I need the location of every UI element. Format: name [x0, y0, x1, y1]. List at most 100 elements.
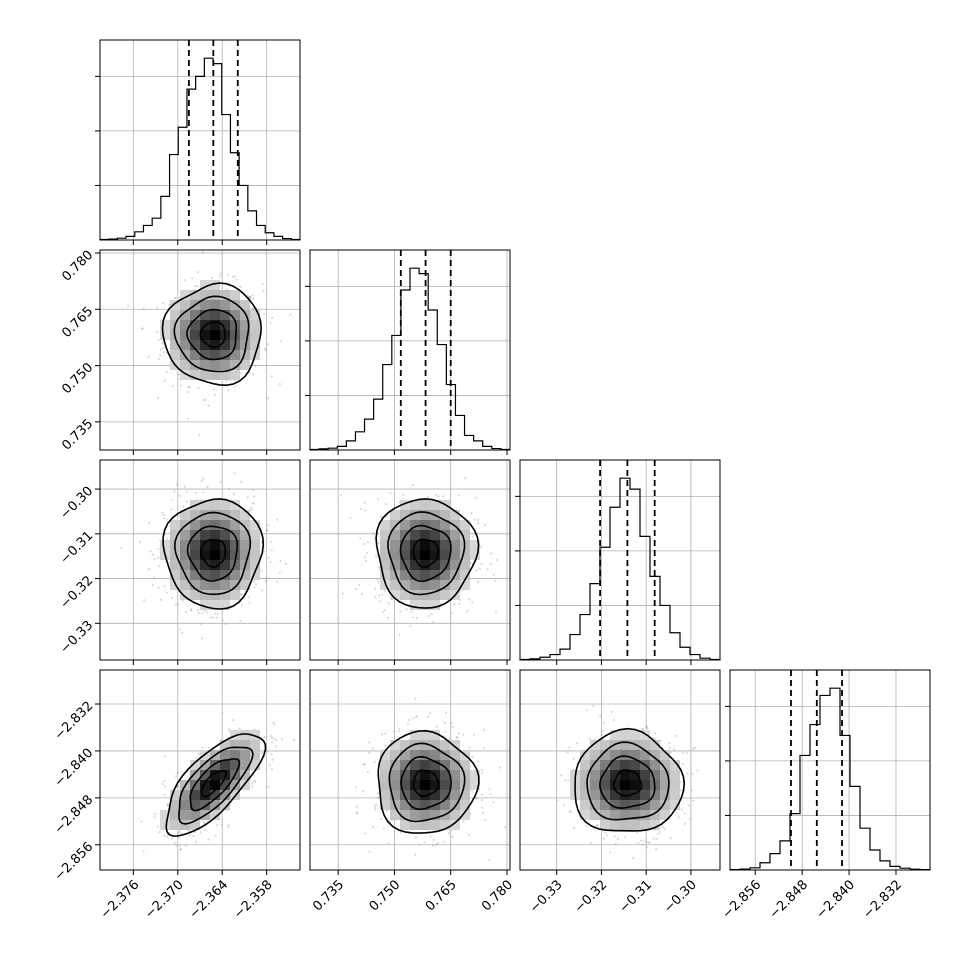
scatter-point — [176, 771, 179, 775]
scatter-point — [224, 622, 227, 626]
scatter-point — [234, 275, 237, 278]
scatter-point — [480, 563, 483, 566]
density-cell — [580, 810, 590, 820]
scatter-point — [382, 611, 385, 614]
scatter-point — [190, 609, 193, 612]
density-cell — [590, 760, 600, 770]
density-cell — [430, 820, 440, 830]
scatter-point — [411, 717, 414, 720]
scatter-point — [273, 723, 276, 726]
density-cell — [410, 780, 420, 790]
density-cell — [250, 320, 260, 330]
contour-line-3 — [375, 498, 480, 609]
density-cell — [230, 780, 240, 790]
y-tick-label: 0.765 — [59, 304, 96, 341]
panel-content — [354, 697, 533, 862]
density-cell — [390, 530, 400, 540]
scatter-point — [696, 769, 699, 772]
density-cell — [160, 320, 170, 330]
density-cell — [190, 580, 200, 590]
scatter-point — [531, 805, 533, 807]
scatter-point — [471, 755, 474, 758]
density-cell — [650, 800, 660, 810]
scatter-point — [178, 844, 182, 847]
scatter-point — [372, 825, 375, 829]
contour-line-2 — [173, 295, 250, 373]
density-cell — [610, 820, 620, 830]
scatter-point — [279, 560, 282, 563]
scatter-point — [179, 384, 182, 387]
scatter-point — [645, 725, 648, 728]
scatter-point — [360, 593, 364, 596]
density-cell — [250, 750, 260, 760]
density-cell — [440, 540, 450, 550]
scatter-point — [239, 372, 242, 375]
scatter-point — [246, 294, 249, 298]
scatter-point — [253, 580, 256, 583]
density-cell — [210, 580, 220, 590]
scatter-point — [687, 804, 690, 807]
density-cell — [630, 790, 640, 800]
scatter-point — [692, 799, 695, 802]
scatter-point — [677, 816, 680, 819]
density-cell — [210, 510, 220, 520]
scatter-point — [188, 834, 192, 837]
scatter-point — [604, 831, 607, 834]
contour-line-1 — [186, 525, 239, 582]
density-cell — [460, 780, 470, 790]
scatter-point — [254, 365, 257, 368]
scatter-point — [153, 816, 156, 819]
density-cell — [400, 550, 410, 560]
panel-2-2 — [515, 459, 721, 665]
scatter-point — [178, 829, 181, 833]
density-cell — [190, 310, 200, 320]
scatter-point — [479, 546, 483, 549]
panel-1-1 — [305, 249, 511, 455]
panel-content — [120, 472, 287, 640]
density-cell — [580, 790, 590, 800]
panel-frame — [99, 459, 301, 661]
density-cell — [610, 760, 620, 770]
scatter-point — [182, 505, 185, 508]
density-cell — [640, 790, 650, 800]
x-tick-label: 0.765 — [423, 877, 460, 914]
scatter-point — [375, 555, 378, 558]
density-cell — [440, 760, 450, 770]
density-cell — [230, 330, 240, 340]
scatter-point — [221, 618, 224, 622]
scatter-point — [415, 715, 418, 718]
density-cell — [190, 820, 200, 830]
density-cell — [390, 810, 400, 820]
scatter-point — [377, 792, 380, 795]
panel-frame — [519, 669, 721, 871]
density-cell — [640, 810, 650, 820]
scatter-point — [641, 843, 644, 846]
scatter-point — [173, 841, 176, 844]
scatter-point — [212, 388, 216, 391]
histogram-step — [99, 57, 301, 241]
y-tick-label: −2.832 — [52, 699, 97, 744]
scatter-point — [455, 736, 458, 739]
scatter-point — [693, 746, 697, 749]
scatter-point — [240, 480, 243, 483]
x-tick-label: −2.840 — [813, 877, 858, 922]
density-cell — [610, 800, 620, 810]
scatter-point — [386, 809, 389, 813]
scatter-point — [488, 788, 491, 791]
density-cell — [230, 580, 240, 590]
scatter-point — [239, 285, 242, 288]
density-cell — [600, 770, 610, 780]
density-cell — [460, 570, 470, 580]
density-cell — [160, 820, 170, 830]
scatter-point — [280, 737, 284, 741]
density-cell — [400, 820, 410, 830]
density-cell — [190, 800, 200, 810]
density-cell — [210, 360, 220, 370]
scatter-point — [376, 578, 379, 581]
scatter-point — [166, 803, 169, 806]
scatter-point — [143, 599, 146, 602]
density-cell — [450, 580, 460, 590]
scatter-point — [645, 846, 648, 849]
density-cell — [170, 300, 180, 310]
